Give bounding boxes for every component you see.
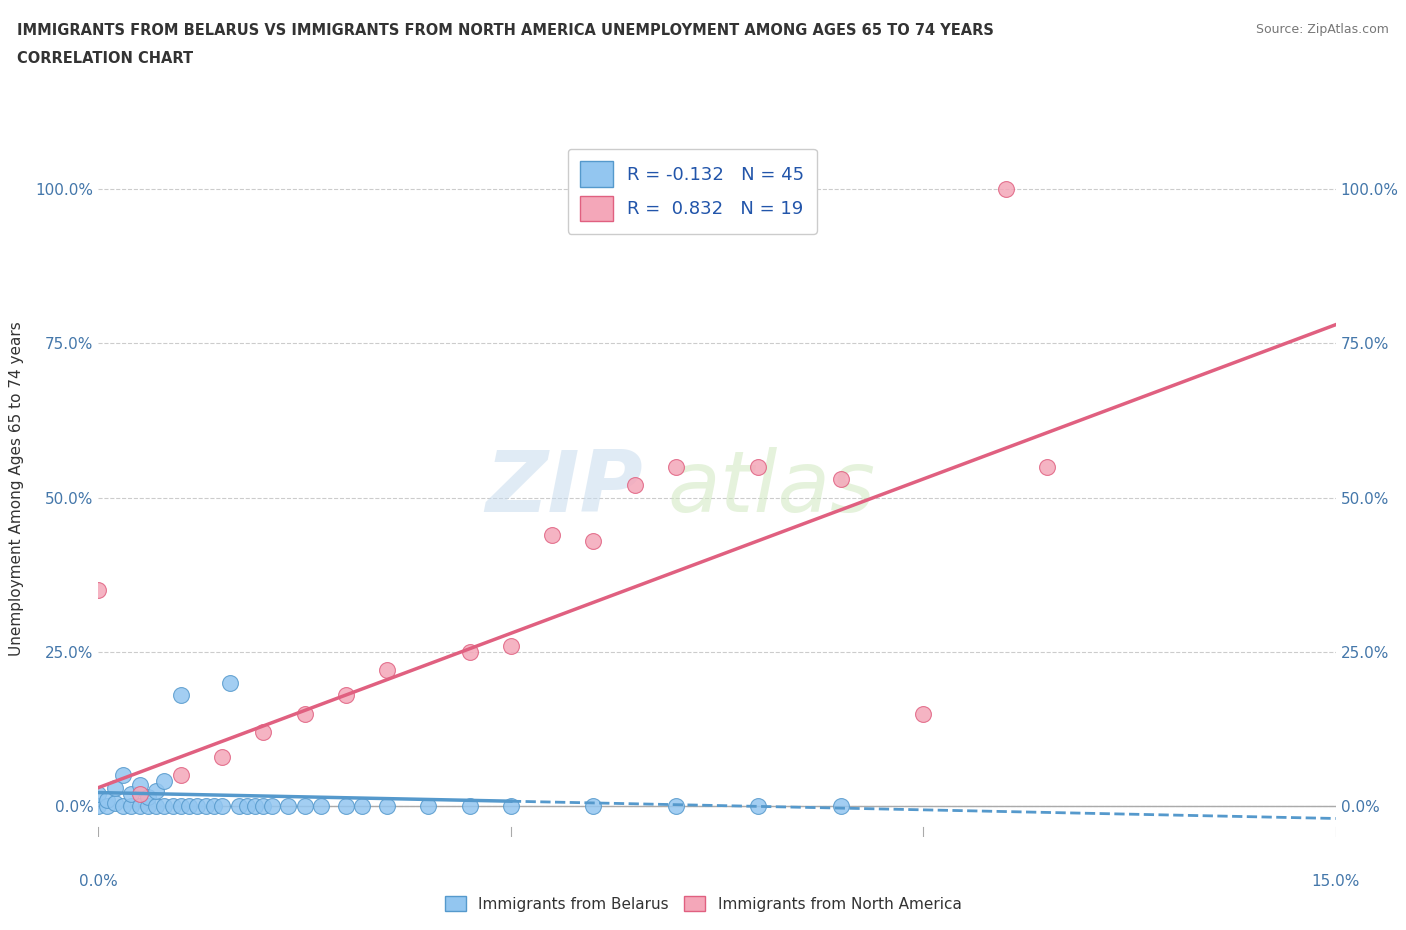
Point bbox=[145, 783, 167, 798]
Point bbox=[128, 799, 150, 814]
Point bbox=[458, 644, 481, 659]
Point bbox=[499, 638, 522, 653]
Point bbox=[202, 799, 225, 814]
Point bbox=[194, 799, 217, 814]
Point bbox=[170, 799, 193, 814]
Point bbox=[228, 799, 250, 814]
Point bbox=[170, 687, 193, 702]
Point bbox=[153, 799, 176, 814]
Point bbox=[104, 780, 127, 795]
Point bbox=[153, 774, 176, 789]
Point bbox=[112, 768, 135, 783]
Point bbox=[830, 472, 852, 486]
Point bbox=[418, 799, 440, 814]
Point bbox=[128, 777, 150, 792]
Point bbox=[1036, 459, 1059, 474]
Point bbox=[112, 799, 135, 814]
Text: Source: ZipAtlas.com: Source: ZipAtlas.com bbox=[1256, 23, 1389, 36]
Point bbox=[136, 799, 159, 814]
Point bbox=[87, 583, 110, 598]
Point bbox=[665, 459, 688, 474]
Point bbox=[120, 787, 142, 802]
Point bbox=[352, 799, 374, 814]
Point bbox=[120, 799, 142, 814]
Text: ZIP: ZIP bbox=[485, 446, 643, 530]
Point bbox=[747, 799, 769, 814]
Point bbox=[260, 799, 283, 814]
Text: 0.0%: 0.0% bbox=[79, 874, 118, 889]
Point bbox=[162, 799, 184, 814]
Point bbox=[458, 799, 481, 814]
Point bbox=[294, 706, 316, 721]
Legend: Immigrants from Belarus, Immigrants from North America: Immigrants from Belarus, Immigrants from… bbox=[439, 889, 967, 918]
Text: IMMIGRANTS FROM BELARUS VS IMMIGRANTS FROM NORTH AMERICA UNEMPLOYMENT AMONG AGES: IMMIGRANTS FROM BELARUS VS IMMIGRANTS FR… bbox=[17, 23, 994, 38]
Point bbox=[912, 706, 935, 721]
Point bbox=[170, 768, 193, 783]
Point bbox=[335, 687, 357, 702]
Point bbox=[375, 799, 398, 814]
Point bbox=[582, 799, 605, 814]
Text: atlas: atlas bbox=[668, 446, 876, 530]
Point bbox=[96, 792, 118, 807]
Point bbox=[87, 799, 110, 814]
Point bbox=[128, 787, 150, 802]
Text: CORRELATION CHART: CORRELATION CHART bbox=[17, 51, 193, 66]
Point bbox=[623, 478, 645, 493]
Point bbox=[219, 675, 242, 690]
Point bbox=[541, 527, 564, 542]
Point bbox=[830, 799, 852, 814]
Point bbox=[309, 799, 332, 814]
Point bbox=[96, 799, 118, 814]
Point bbox=[104, 795, 127, 810]
Legend: R = -0.132   N = 45, R =  0.832   N = 19: R = -0.132 N = 45, R = 0.832 N = 19 bbox=[568, 149, 817, 234]
Point bbox=[499, 799, 522, 814]
Point bbox=[136, 790, 159, 804]
Point bbox=[994, 181, 1017, 196]
Y-axis label: Unemployment Among Ages 65 to 74 years: Unemployment Among Ages 65 to 74 years bbox=[10, 321, 24, 656]
Point bbox=[87, 787, 110, 802]
Point bbox=[211, 750, 233, 764]
Point bbox=[243, 799, 266, 814]
Point bbox=[252, 799, 274, 814]
Point bbox=[179, 799, 201, 814]
Point bbox=[375, 663, 398, 678]
Point bbox=[236, 799, 259, 814]
Point bbox=[335, 799, 357, 814]
Point bbox=[277, 799, 299, 814]
Point bbox=[582, 533, 605, 548]
Point bbox=[665, 799, 688, 814]
Text: 15.0%: 15.0% bbox=[1312, 874, 1360, 889]
Point bbox=[747, 459, 769, 474]
Point bbox=[145, 799, 167, 814]
Point bbox=[211, 799, 233, 814]
Point bbox=[186, 799, 208, 814]
Point bbox=[294, 799, 316, 814]
Point bbox=[252, 724, 274, 739]
